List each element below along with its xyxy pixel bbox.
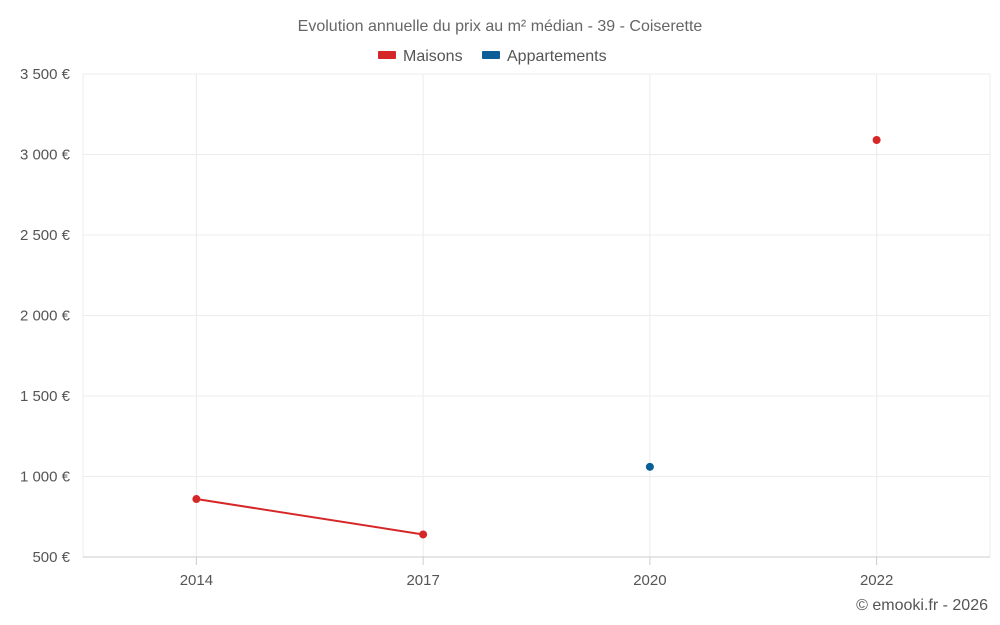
x-tick-label: 2014 (180, 572, 213, 589)
grid (82, 73, 991, 557)
chart-legend: Maisons Appartements (378, 48, 607, 65)
y-tick-label: 2 000 € (20, 308, 71, 325)
y-tick-label: 2 500 € (20, 227, 71, 244)
y-tick-label: 500 € (32, 549, 70, 566)
legend-item-appartements[interactable]: Appartements (482, 48, 607, 65)
legend-label-appartements: Appartements (507, 48, 607, 65)
series-maisons (192, 136, 881, 539)
y-axis-labels: 500 € 1 000 € 1 500 € 2 000 € 2 500 € 3 000 €… (20, 66, 71, 566)
legend-label-maisons: Maisons (403, 48, 463, 65)
series-line-segment-maisons (196, 498, 424, 536)
y-tick-label: 3 500 € (20, 66, 71, 83)
y-tick-label: 1 500 € (20, 388, 71, 405)
y-tick-label: 1 000 € (20, 469, 71, 486)
series-appartements (645, 462, 654, 471)
legend-item-maisons[interactable]: Maisons (378, 48, 463, 65)
x-tick-label: 2017 (406, 572, 439, 589)
series (192, 136, 881, 539)
data-point-maisons-2014[interactable] (192, 495, 201, 504)
data-point-maisons-2017[interactable] (419, 530, 428, 539)
x-tick-label: 2022 (860, 572, 893, 589)
chart-title: Evolution annuelle du prix au m² médian … (298, 18, 703, 35)
y-tick-label: 3 000 € (20, 147, 71, 164)
data-point-maisons-2022[interactable] (872, 136, 881, 145)
legend-swatch-appartements (482, 51, 500, 59)
legend-swatch-maisons (378, 51, 396, 59)
x-tick-label: 2020 (633, 572, 666, 589)
x-axis-labels: 2014 2017 2020 2022 (180, 572, 894, 589)
axes (83, 556, 990, 565)
credit-text: © emooki.fr - 2026 (856, 597, 988, 614)
data-point-appartements-2020[interactable] (645, 462, 654, 471)
